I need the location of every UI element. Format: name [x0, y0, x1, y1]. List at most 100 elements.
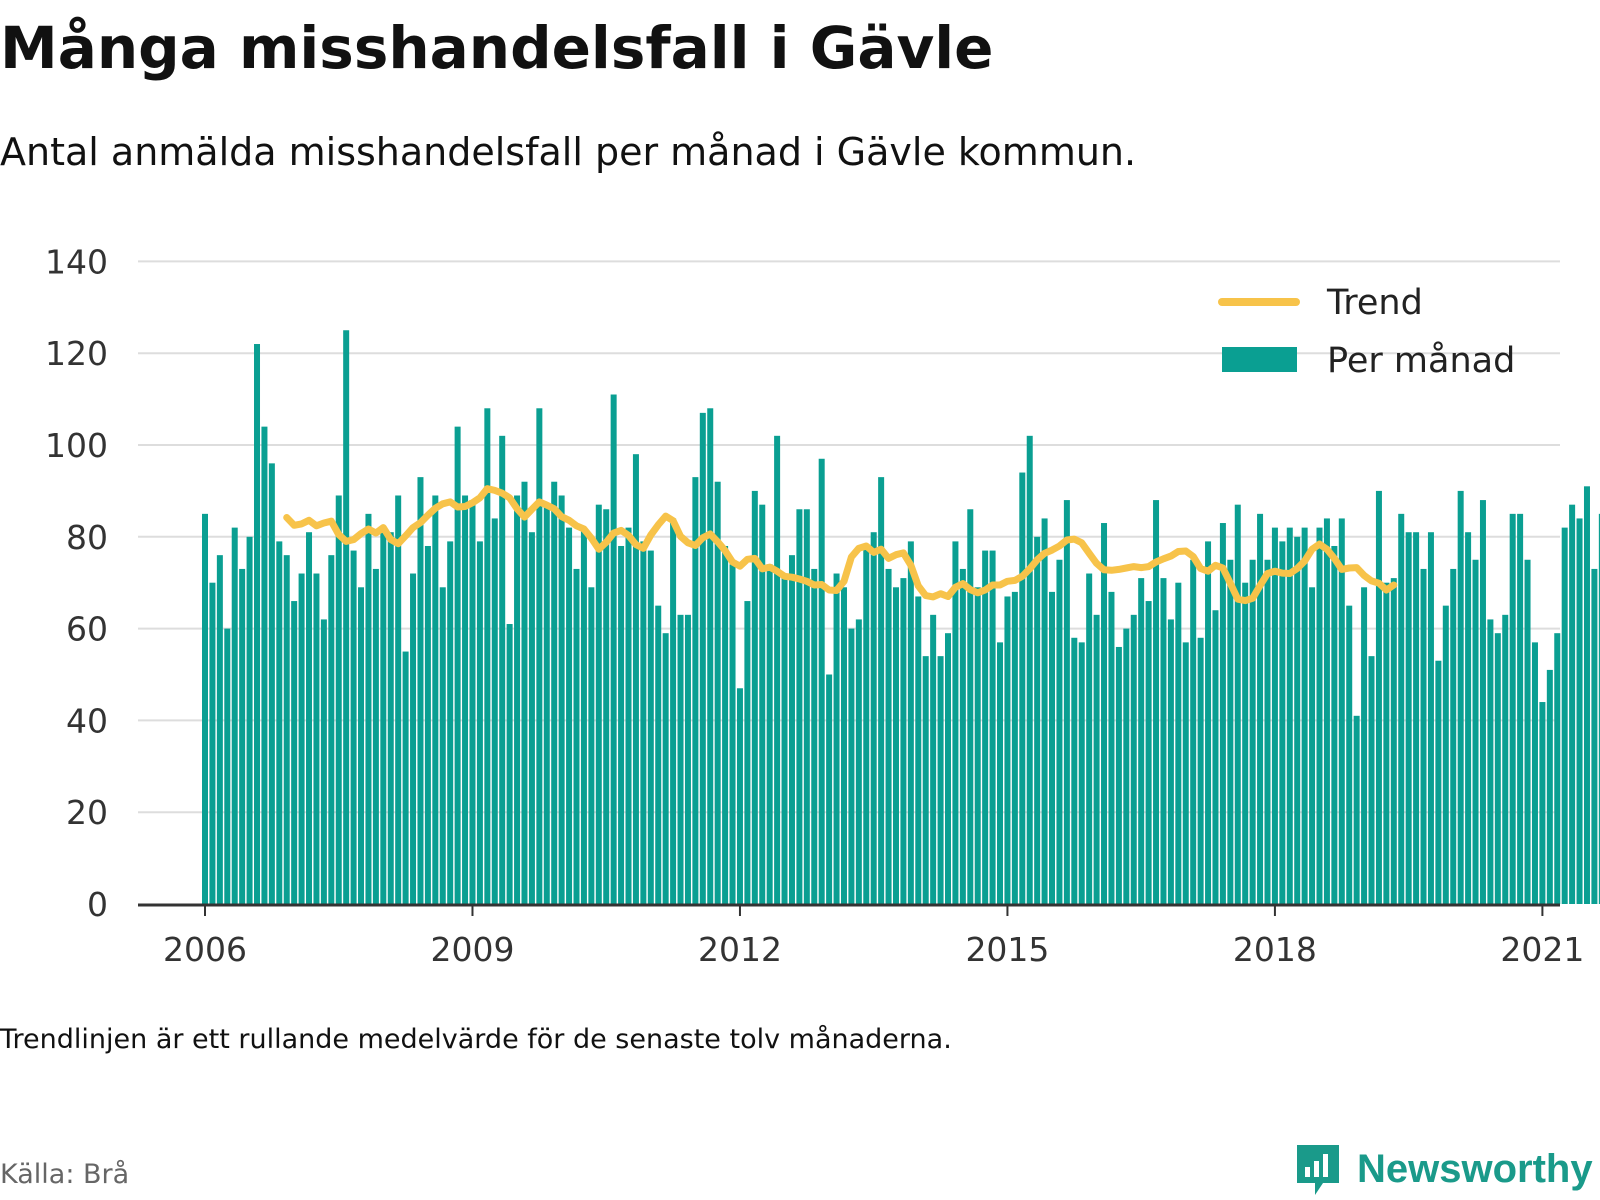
bar	[1160, 578, 1167, 904]
bar	[878, 477, 885, 904]
legend-bars-swatch	[1222, 347, 1297, 372]
bar	[1026, 435, 1033, 904]
bar	[499, 435, 506, 904]
bar	[573, 568, 580, 904]
x-tick-label: 2009	[430, 930, 514, 969]
bar	[818, 458, 825, 904]
x-tick-label: 2021	[1500, 930, 1584, 969]
bar	[1219, 523, 1226, 904]
bar	[491, 518, 498, 904]
bar	[863, 545, 870, 904]
y-tick-label: 0	[87, 885, 108, 924]
bar	[1398, 513, 1405, 904]
bar	[1086, 573, 1093, 904]
bar	[1413, 532, 1420, 904]
bar	[365, 513, 372, 904]
bar	[826, 674, 833, 904]
bar	[1205, 541, 1212, 904]
bar	[625, 527, 632, 904]
legend: Trend Per månad	[1218, 283, 1515, 381]
bar	[1257, 513, 1264, 904]
bar	[291, 601, 298, 904]
bar	[1457, 490, 1464, 904]
bar	[840, 587, 847, 904]
bar	[1286, 527, 1293, 904]
bar	[528, 532, 535, 904]
legend-trend-swatch	[1218, 298, 1300, 306]
line-series-trend	[283, 485, 1398, 605]
bar	[350, 550, 357, 904]
chart: 0 20 40 60 80 100 120 140 2006 2009 2012 2015 2018 2…	[45, 242, 1600, 969]
bar	[632, 454, 639, 904]
bar	[982, 550, 989, 904]
bar	[1375, 490, 1382, 904]
legend-bars-label: Per månad	[1327, 340, 1515, 381]
bar	[870, 532, 877, 904]
bar	[1583, 486, 1590, 904]
bar	[1138, 578, 1145, 904]
bar	[1004, 596, 1011, 904]
bar	[796, 509, 803, 904]
bar	[380, 527, 387, 904]
bar	[930, 614, 937, 904]
bar	[566, 527, 573, 904]
bar	[1190, 559, 1197, 904]
bar	[298, 573, 305, 904]
bar	[759, 504, 766, 904]
bar	[1323, 518, 1330, 904]
bar	[1554, 633, 1561, 904]
bar	[1056, 559, 1063, 904]
bar	[833, 573, 840, 904]
bar	[766, 564, 773, 904]
bar	[209, 582, 216, 904]
bar	[469, 500, 476, 904]
bar	[521, 481, 528, 904]
bar	[937, 656, 944, 904]
source-label: Källa: Brå	[0, 1159, 130, 1190]
bar	[1108, 591, 1115, 904]
y-axis-tick-labels: 0 20 40 60 80 100 120 140	[45, 242, 108, 924]
bar	[387, 532, 394, 904]
y-tick-label: 60	[66, 610, 108, 649]
bar	[1420, 568, 1427, 904]
bar	[1569, 504, 1576, 904]
bar	[1450, 568, 1457, 904]
x-tick-label: 2018	[1233, 930, 1317, 969]
bar	[714, 481, 721, 904]
bar	[1153, 500, 1160, 904]
brand-name: Newsworthy	[1357, 1146, 1593, 1191]
bar	[952, 541, 959, 904]
bar	[1353, 715, 1360, 904]
bar	[216, 555, 223, 904]
bar	[603, 509, 610, 904]
bar	[1539, 702, 1546, 904]
bar	[254, 344, 261, 904]
bar	[1167, 619, 1174, 904]
bar	[335, 495, 342, 904]
bar	[974, 587, 981, 904]
bar	[1279, 541, 1286, 904]
bar	[1435, 660, 1442, 904]
bar	[1197, 637, 1204, 904]
bar	[1316, 527, 1323, 904]
bar	[1598, 513, 1600, 904]
bar	[848, 628, 855, 904]
bar	[1071, 637, 1078, 904]
bar	[328, 555, 335, 904]
bar	[1427, 532, 1434, 904]
bar	[320, 619, 327, 904]
bar	[1041, 518, 1048, 904]
bar	[1019, 472, 1026, 904]
brand-logo[interactable]: Newsworthy	[1293, 1141, 1593, 1197]
bar	[1123, 628, 1130, 904]
bar	[447, 541, 454, 904]
bar	[855, 619, 862, 904]
bar	[558, 495, 565, 904]
bar	[1175, 582, 1182, 904]
bar	[744, 601, 751, 904]
bar	[276, 541, 283, 904]
bar	[514, 495, 521, 904]
bar	[1465, 532, 1472, 904]
y-tick-label: 100	[45, 426, 108, 465]
bar	[1242, 582, 1249, 904]
